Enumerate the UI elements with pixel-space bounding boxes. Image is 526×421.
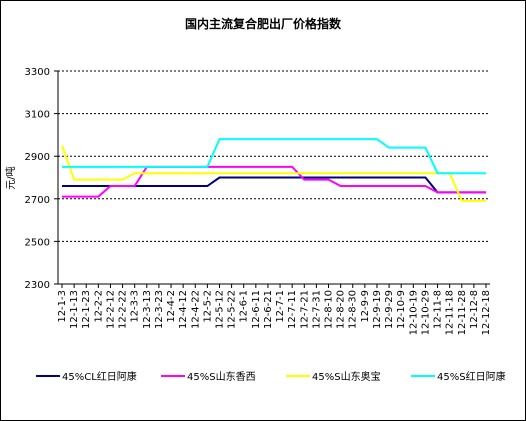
x-tick-label: 12-1-13	[69, 290, 80, 329]
x-tick-label: 12-1-23	[81, 290, 92, 329]
legend-label: 45%S山东奥宝	[312, 370, 381, 383]
x-tick-label: 12-5-12	[214, 290, 225, 329]
x-tick-label: 12-4-22	[190, 290, 201, 329]
x-tick-label: 12-6-21	[263, 290, 274, 329]
x-tick-label: 12-7-11	[287, 290, 298, 329]
x-tick-label: 12-10-19	[408, 290, 419, 335]
y-tick-label: 2900	[25, 152, 50, 163]
line	[62, 165, 486, 198]
x-tick-label: 12-2-12	[105, 290, 116, 329]
y-axis-label: 元/吨	[4, 166, 17, 189]
x-tick-label: 12-3-23	[154, 290, 165, 329]
x-tick-label: 12-11-8	[433, 290, 444, 329]
x-tick-label: 12-4-2	[166, 290, 177, 323]
x-tick-label: 12-5-2	[202, 290, 213, 323]
x-tick-label: 12-3-3	[130, 290, 141, 323]
legend-label: 45%S山东香西	[187, 370, 256, 383]
x-tick-label: 12-12-8	[469, 290, 480, 329]
x-tick-label: 12-1-3	[57, 290, 68, 323]
x-tick-label: 12-2-2	[93, 290, 104, 323]
chart-title: 国内主流复合肥出厂价格指数	[185, 16, 342, 31]
x-tick-label: 12-11-28	[457, 290, 468, 335]
x-tick-label: 12-6-1	[239, 290, 250, 323]
legend-label: 45%CL红日阿康	[62, 370, 137, 383]
x-tick-label: 12-9-29	[384, 290, 395, 329]
x-tick-label: 12-12-18	[481, 290, 492, 335]
y-tick-label: 2700	[25, 195, 50, 206]
x-tick-label: 12-6-11	[251, 290, 262, 329]
x-tick-label: 12-10-9	[396, 290, 407, 329]
legend-label: 45%S红日阿康	[437, 370, 506, 383]
x-tick-label: 12-8-20	[336, 290, 347, 329]
x-tick-label: 12-7-1	[275, 290, 286, 323]
line	[62, 138, 486, 175]
x-tick-label: 12-8-10	[324, 290, 335, 329]
y-tick-label: 3100	[25, 110, 50, 121]
x-tick-label: 12-7-21	[299, 290, 310, 329]
y-tick-label: 2500	[25, 237, 50, 248]
x-tick-label: 12-10-29	[420, 290, 431, 335]
x-tick-label: 12-2-22	[118, 290, 129, 329]
x-tick-label: 12-7-31	[311, 290, 322, 329]
x-tick-label: 12-5-22	[227, 290, 238, 329]
x-tick-label: 12-9-9	[360, 290, 371, 323]
x-tick-label: 12-8-30	[348, 290, 359, 329]
x-tick-label: 12-4-12	[178, 290, 189, 329]
x-tick-label: 12-3-13	[142, 290, 153, 329]
y-tick-label: 2300	[25, 280, 50, 291]
x-tick-label: 12-11-18	[445, 290, 456, 335]
line	[61, 145, 486, 202]
y-tick-label: 3300	[25, 67, 50, 78]
x-tick-label: 12-9-19	[372, 290, 383, 329]
